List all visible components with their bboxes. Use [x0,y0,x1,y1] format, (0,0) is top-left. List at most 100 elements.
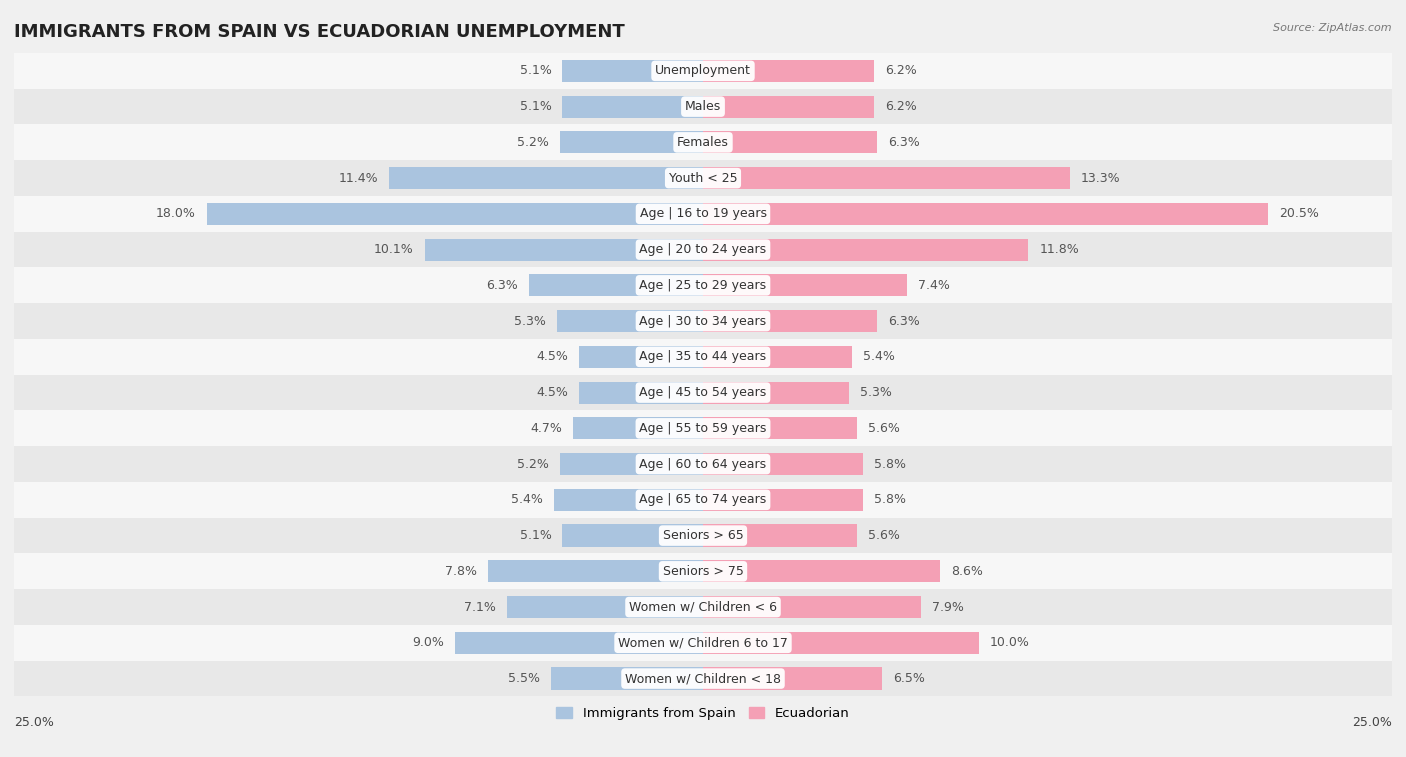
Bar [703,668,882,690]
Bar [530,274,703,297]
Bar [14,339,1392,375]
Text: Seniors > 65: Seniors > 65 [662,529,744,542]
Bar [703,203,1268,225]
Text: 7.9%: 7.9% [932,600,963,614]
Bar [703,167,1070,189]
Text: 6.5%: 6.5% [893,672,925,685]
Text: 6.3%: 6.3% [887,136,920,149]
Text: 7.8%: 7.8% [446,565,477,578]
Bar [14,589,1392,625]
Text: 5.1%: 5.1% [520,64,551,77]
Bar [14,518,1392,553]
Bar [14,267,1392,304]
Bar [579,382,703,403]
Text: 13.3%: 13.3% [1081,172,1121,185]
Bar [488,560,703,582]
Text: Males: Males [685,100,721,113]
Bar [703,346,852,368]
Bar [560,131,703,154]
Legend: Immigrants from Spain, Ecuadorian: Immigrants from Spain, Ecuadorian [551,702,855,725]
Bar [703,489,863,511]
Bar [14,304,1392,339]
Text: Age | 20 to 24 years: Age | 20 to 24 years [640,243,766,256]
Text: 6.3%: 6.3% [887,315,920,328]
Text: Age | 35 to 44 years: Age | 35 to 44 years [640,350,766,363]
Bar [579,346,703,368]
Bar [703,310,876,332]
Text: 4.5%: 4.5% [536,350,568,363]
Text: 10.1%: 10.1% [374,243,413,256]
Text: 5.4%: 5.4% [512,494,543,506]
Text: 5.8%: 5.8% [875,457,905,471]
Text: Age | 60 to 64 years: Age | 60 to 64 years [640,457,766,471]
Text: 11.4%: 11.4% [339,172,378,185]
Text: 18.0%: 18.0% [156,207,195,220]
Text: 5.2%: 5.2% [517,136,548,149]
Bar [14,53,1392,89]
Text: Age | 16 to 19 years: Age | 16 to 19 years [640,207,766,220]
Bar [508,596,703,618]
Text: 25.0%: 25.0% [1353,716,1392,730]
Bar [703,95,875,117]
Text: Source: ZipAtlas.com: Source: ZipAtlas.com [1274,23,1392,33]
Bar [562,60,703,82]
Text: 6.3%: 6.3% [486,279,519,292]
Text: 6.2%: 6.2% [884,100,917,113]
Bar [703,417,858,439]
Text: Women w/ Children 6 to 17: Women w/ Children 6 to 17 [619,637,787,650]
Bar [703,632,979,654]
Text: Women w/ Children < 18: Women w/ Children < 18 [626,672,780,685]
Bar [14,160,1392,196]
Text: Age | 30 to 34 years: Age | 30 to 34 years [640,315,766,328]
Bar [14,124,1392,160]
Text: 7.1%: 7.1% [464,600,496,614]
Bar [551,668,703,690]
Bar [562,525,703,547]
Bar [703,560,941,582]
Text: 7.4%: 7.4% [918,279,950,292]
Bar [703,525,858,547]
Bar [389,167,703,189]
Bar [14,410,1392,446]
Text: 11.8%: 11.8% [1039,243,1078,256]
Text: Females: Females [678,136,728,149]
Bar [14,625,1392,661]
Text: Women w/ Children < 6: Women w/ Children < 6 [628,600,778,614]
Bar [562,95,703,117]
Bar [703,60,875,82]
Bar [456,632,703,654]
Text: Seniors > 75: Seniors > 75 [662,565,744,578]
Bar [14,446,1392,482]
Text: Age | 55 to 59 years: Age | 55 to 59 years [640,422,766,435]
Text: 5.1%: 5.1% [520,529,551,542]
Text: Youth < 25: Youth < 25 [669,172,737,185]
Bar [703,382,849,403]
Bar [14,89,1392,124]
Bar [14,553,1392,589]
Bar [703,596,921,618]
Bar [574,417,703,439]
Text: 4.5%: 4.5% [536,386,568,399]
Text: 5.6%: 5.6% [869,529,900,542]
Text: Unemployment: Unemployment [655,64,751,77]
Text: 6.2%: 6.2% [884,64,917,77]
Text: 8.6%: 8.6% [950,565,983,578]
Text: Age | 45 to 54 years: Age | 45 to 54 years [640,386,766,399]
Text: 5.3%: 5.3% [515,315,546,328]
Bar [425,238,703,260]
Bar [14,661,1392,696]
Text: 5.4%: 5.4% [863,350,894,363]
Text: 10.0%: 10.0% [990,637,1029,650]
Bar [703,131,876,154]
Bar [14,196,1392,232]
Text: 25.0%: 25.0% [14,716,53,730]
Text: 5.1%: 5.1% [520,100,551,113]
Text: 5.2%: 5.2% [517,457,548,471]
Text: 5.5%: 5.5% [509,672,540,685]
Text: 5.3%: 5.3% [860,386,891,399]
Bar [207,203,703,225]
Text: Age | 65 to 74 years: Age | 65 to 74 years [640,494,766,506]
Bar [554,489,703,511]
Bar [14,232,1392,267]
Bar [14,375,1392,410]
